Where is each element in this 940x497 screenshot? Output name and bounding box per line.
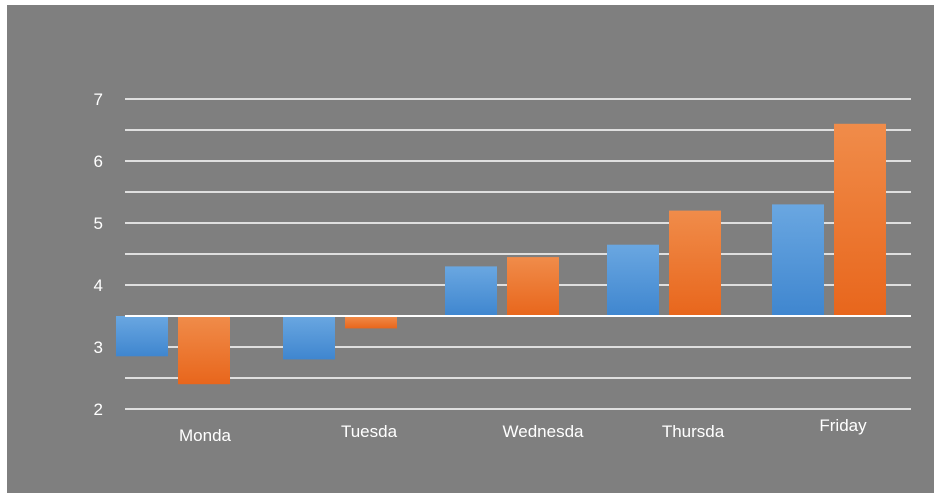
x-category-label: Monda [179,426,232,445]
y-tick-label: 7 [94,90,103,109]
x-category-label: Wednesda [503,422,585,441]
x-axis-categories: Monda Tuesda Wednesda Thursda Friday [179,416,867,445]
y-tick-label: 6 [94,152,103,171]
bar-series-1-0 [116,316,168,357]
bar-series-2-2 [507,257,559,316]
x-category-label: Thursda [662,422,725,441]
bar-series-1-1 [283,316,335,360]
bar-series-2-3 [669,210,721,316]
bar-series-1-2 [445,266,497,316]
y-tick-label: 2 [94,400,103,419]
bar-series-2-4 [834,123,886,316]
y-axis-ticks: 2 3 4 5 6 7 [94,90,103,419]
chart-area: 2 3 4 5 6 7 Monda Tuesda Wednesda Thursda Friday [7,5,934,493]
x-category-label: Friday [819,416,867,435]
y-tick-label: 3 [94,338,103,357]
gridlines [125,98,911,410]
bars [116,123,886,385]
bar-series-1-4 [772,204,824,316]
bar-chart: 2 3 4 5 6 7 Monda Tuesda Wednesda Thursda Friday [94,90,911,445]
bar-series-2-0 [178,316,230,385]
x-category-label: Tuesda [341,422,398,441]
bar-series-2-1 [345,316,397,329]
y-tick-label: 4 [94,276,103,295]
y-tick-label: 5 [94,214,103,233]
bar-series-1-3 [607,244,659,316]
